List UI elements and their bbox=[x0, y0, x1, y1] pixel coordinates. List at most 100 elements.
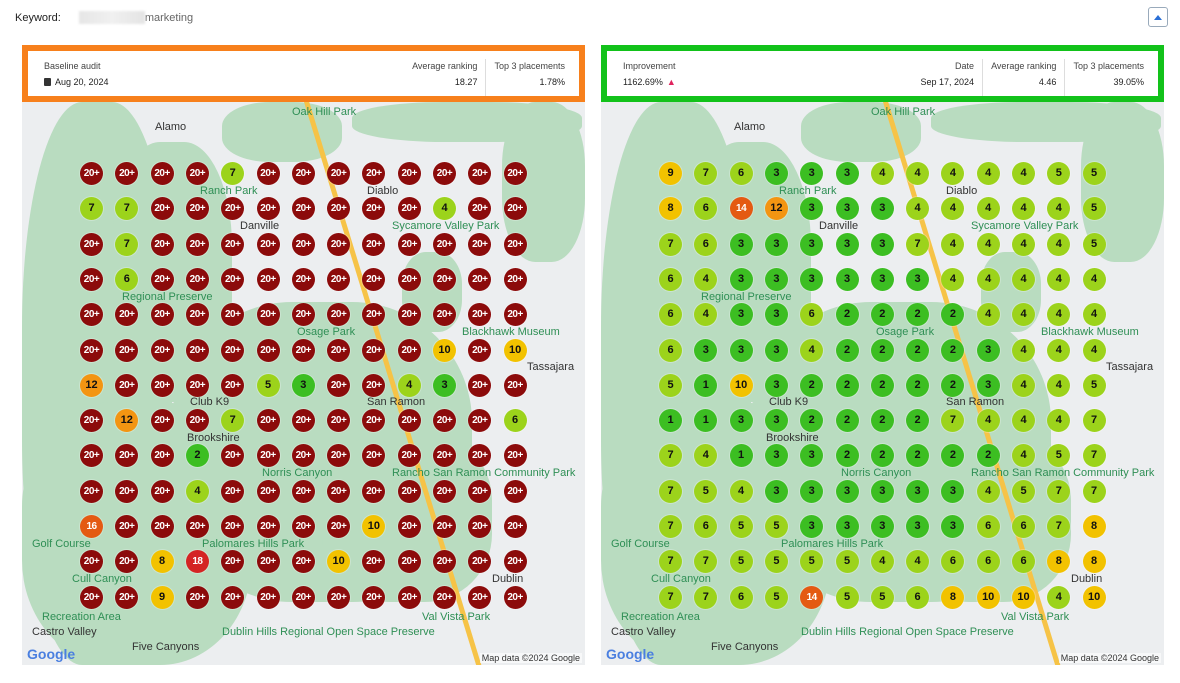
rank-marker[interactable]: 7 bbox=[115, 197, 139, 221]
rank-marker[interactable]: 20+ bbox=[503, 267, 527, 291]
rank-marker[interactable]: 20+ bbox=[256, 267, 280, 291]
rank-marker[interactable]: 5 bbox=[1047, 444, 1071, 468]
rank-marker[interactable]: 4 bbox=[694, 267, 718, 291]
rank-marker[interactable]: 20+ bbox=[327, 338, 351, 362]
rank-marker[interactable]: 3 bbox=[835, 232, 859, 256]
rank-marker[interactable]: 20+ bbox=[80, 409, 103, 433]
rank-marker[interactable]: 20+ bbox=[150, 338, 174, 362]
rank-marker[interactable]: 2 bbox=[870, 409, 894, 433]
rank-marker[interactable]: 3 bbox=[800, 197, 824, 221]
baseline-map[interactable]: Alamo Oak Hill Park Diablo Ranch Park Danvil… bbox=[22, 102, 585, 665]
rank-marker[interactable]: 6 bbox=[729, 162, 753, 185]
rank-marker[interactable]: 20+ bbox=[397, 267, 421, 291]
rank-marker[interactable]: 20+ bbox=[291, 267, 315, 291]
rank-marker[interactable]: 3 bbox=[800, 444, 824, 468]
rank-marker[interactable]: 20+ bbox=[221, 515, 245, 538]
rank-marker[interactable]: 20+ bbox=[327, 303, 351, 327]
rank-marker[interactable]: 20+ bbox=[503, 550, 527, 574]
rank-marker[interactable]: 4 bbox=[976, 303, 1000, 327]
rank-marker[interactable]: 20+ bbox=[468, 409, 492, 433]
rank-marker[interactable]: 20+ bbox=[503, 373, 527, 397]
rank-marker[interactable]: 2 bbox=[941, 338, 965, 362]
rank-marker[interactable]: 4 bbox=[941, 162, 965, 185]
rank-marker[interactable]: 4 bbox=[800, 338, 824, 362]
rank-marker[interactable]: 4 bbox=[870, 550, 894, 574]
rank-marker[interactable]: 20+ bbox=[185, 232, 209, 256]
rank-marker[interactable]: 20+ bbox=[327, 444, 351, 468]
rank-marker[interactable]: 20+ bbox=[256, 197, 280, 221]
rank-marker[interactable]: 5 bbox=[256, 373, 280, 397]
rank-marker[interactable]: 5 bbox=[1082, 162, 1106, 185]
rank-marker[interactable]: 2 bbox=[976, 444, 1000, 468]
rank-marker[interactable]: 20+ bbox=[185, 373, 209, 397]
rank-marker[interactable]: 12 bbox=[80, 373, 103, 397]
rank-marker[interactable]: 4 bbox=[906, 550, 930, 574]
rank-marker[interactable]: 10 bbox=[1082, 585, 1106, 609]
rank-marker[interactable]: 3 bbox=[800, 267, 824, 291]
rank-marker[interactable]: 10 bbox=[1012, 585, 1035, 609]
rank-marker[interactable]: 20+ bbox=[291, 409, 315, 433]
rank-marker[interactable]: 20+ bbox=[80, 338, 103, 362]
rank-marker[interactable]: 6 bbox=[659, 338, 682, 362]
rank-marker[interactable]: 20+ bbox=[362, 338, 386, 362]
rank-marker[interactable]: 4 bbox=[1012, 338, 1035, 362]
rank-marker[interactable]: 2 bbox=[835, 409, 859, 433]
rank-marker[interactable]: 5 bbox=[764, 585, 788, 609]
rank-marker[interactable]: 9 bbox=[150, 585, 174, 609]
rank-marker[interactable]: 20+ bbox=[256, 162, 280, 185]
rank-marker[interactable]: 20+ bbox=[150, 409, 174, 433]
rank-marker[interactable]: 3 bbox=[729, 338, 753, 362]
rank-marker[interactable]: 20+ bbox=[221, 550, 245, 574]
rank-marker[interactable]: 20+ bbox=[397, 585, 421, 609]
rank-marker[interactable]: 4 bbox=[729, 479, 753, 503]
rank-marker[interactable]: 5 bbox=[1012, 479, 1035, 503]
rank-marker[interactable]: 20+ bbox=[468, 303, 492, 327]
rank-marker[interactable]: 20+ bbox=[115, 479, 139, 503]
rank-marker[interactable]: 3 bbox=[906, 479, 930, 503]
rank-marker[interactable]: 3 bbox=[764, 162, 788, 185]
rank-marker[interactable]: 20+ bbox=[80, 232, 103, 256]
rank-marker[interactable]: 3 bbox=[764, 373, 788, 397]
rank-marker[interactable]: 20+ bbox=[291, 338, 315, 362]
rank-marker[interactable]: 20+ bbox=[397, 162, 421, 185]
rank-marker[interactable]: 2 bbox=[870, 303, 894, 327]
rank-marker[interactable]: 5 bbox=[694, 479, 718, 503]
rank-marker[interactable]: 4 bbox=[694, 444, 718, 468]
rank-marker[interactable]: 3 bbox=[906, 267, 930, 291]
rank-marker[interactable]: 20+ bbox=[80, 444, 103, 468]
rank-marker[interactable]: 20+ bbox=[362, 444, 386, 468]
rank-marker[interactable]: 7 bbox=[694, 162, 718, 185]
rank-marker[interactable]: 3 bbox=[764, 232, 788, 256]
rank-marker[interactable]: 2 bbox=[870, 444, 894, 468]
rank-marker[interactable]: 2 bbox=[906, 338, 930, 362]
rank-marker[interactable]: 20+ bbox=[433, 162, 456, 185]
rank-marker[interactable]: 3 bbox=[976, 338, 1000, 362]
rank-marker[interactable]: 20+ bbox=[291, 515, 315, 538]
rank-marker[interactable]: 2 bbox=[835, 373, 859, 397]
rank-marker[interactable]: 4 bbox=[1047, 232, 1071, 256]
rank-marker[interactable]: 20+ bbox=[327, 585, 351, 609]
rank-marker[interactable]: 20+ bbox=[291, 197, 315, 221]
rank-marker[interactable]: 20+ bbox=[115, 515, 139, 538]
map-attribution[interactable]: Map data ©2024 Google bbox=[479, 653, 582, 663]
rank-marker[interactable]: 6 bbox=[115, 267, 139, 291]
rank-marker[interactable]: 20+ bbox=[291, 162, 315, 185]
rank-marker[interactable]: 4 bbox=[433, 197, 456, 221]
rank-marker[interactable]: 20+ bbox=[362, 479, 386, 503]
rank-marker[interactable]: 7 bbox=[659, 585, 682, 609]
rank-marker[interactable]: 20+ bbox=[468, 585, 492, 609]
rank-marker[interactable]: 20+ bbox=[433, 585, 456, 609]
rank-marker[interactable]: 20+ bbox=[115, 303, 139, 327]
rank-marker[interactable]: 4 bbox=[185, 479, 209, 503]
rank-marker[interactable]: 10 bbox=[433, 338, 456, 362]
rank-marker[interactable]: 2 bbox=[835, 338, 859, 362]
rank-marker[interactable]: 20+ bbox=[503, 197, 527, 221]
rank-marker[interactable]: 3 bbox=[433, 373, 456, 397]
rank-marker[interactable]: 3 bbox=[835, 515, 859, 538]
rank-marker[interactable]: 2 bbox=[870, 338, 894, 362]
rank-marker[interactable]: 5 bbox=[835, 585, 859, 609]
rank-marker[interactable]: 2 bbox=[185, 444, 209, 468]
rank-marker[interactable]: 3 bbox=[835, 479, 859, 503]
rank-marker[interactable]: 7 bbox=[659, 444, 682, 468]
rank-marker[interactable]: 20+ bbox=[150, 303, 174, 327]
